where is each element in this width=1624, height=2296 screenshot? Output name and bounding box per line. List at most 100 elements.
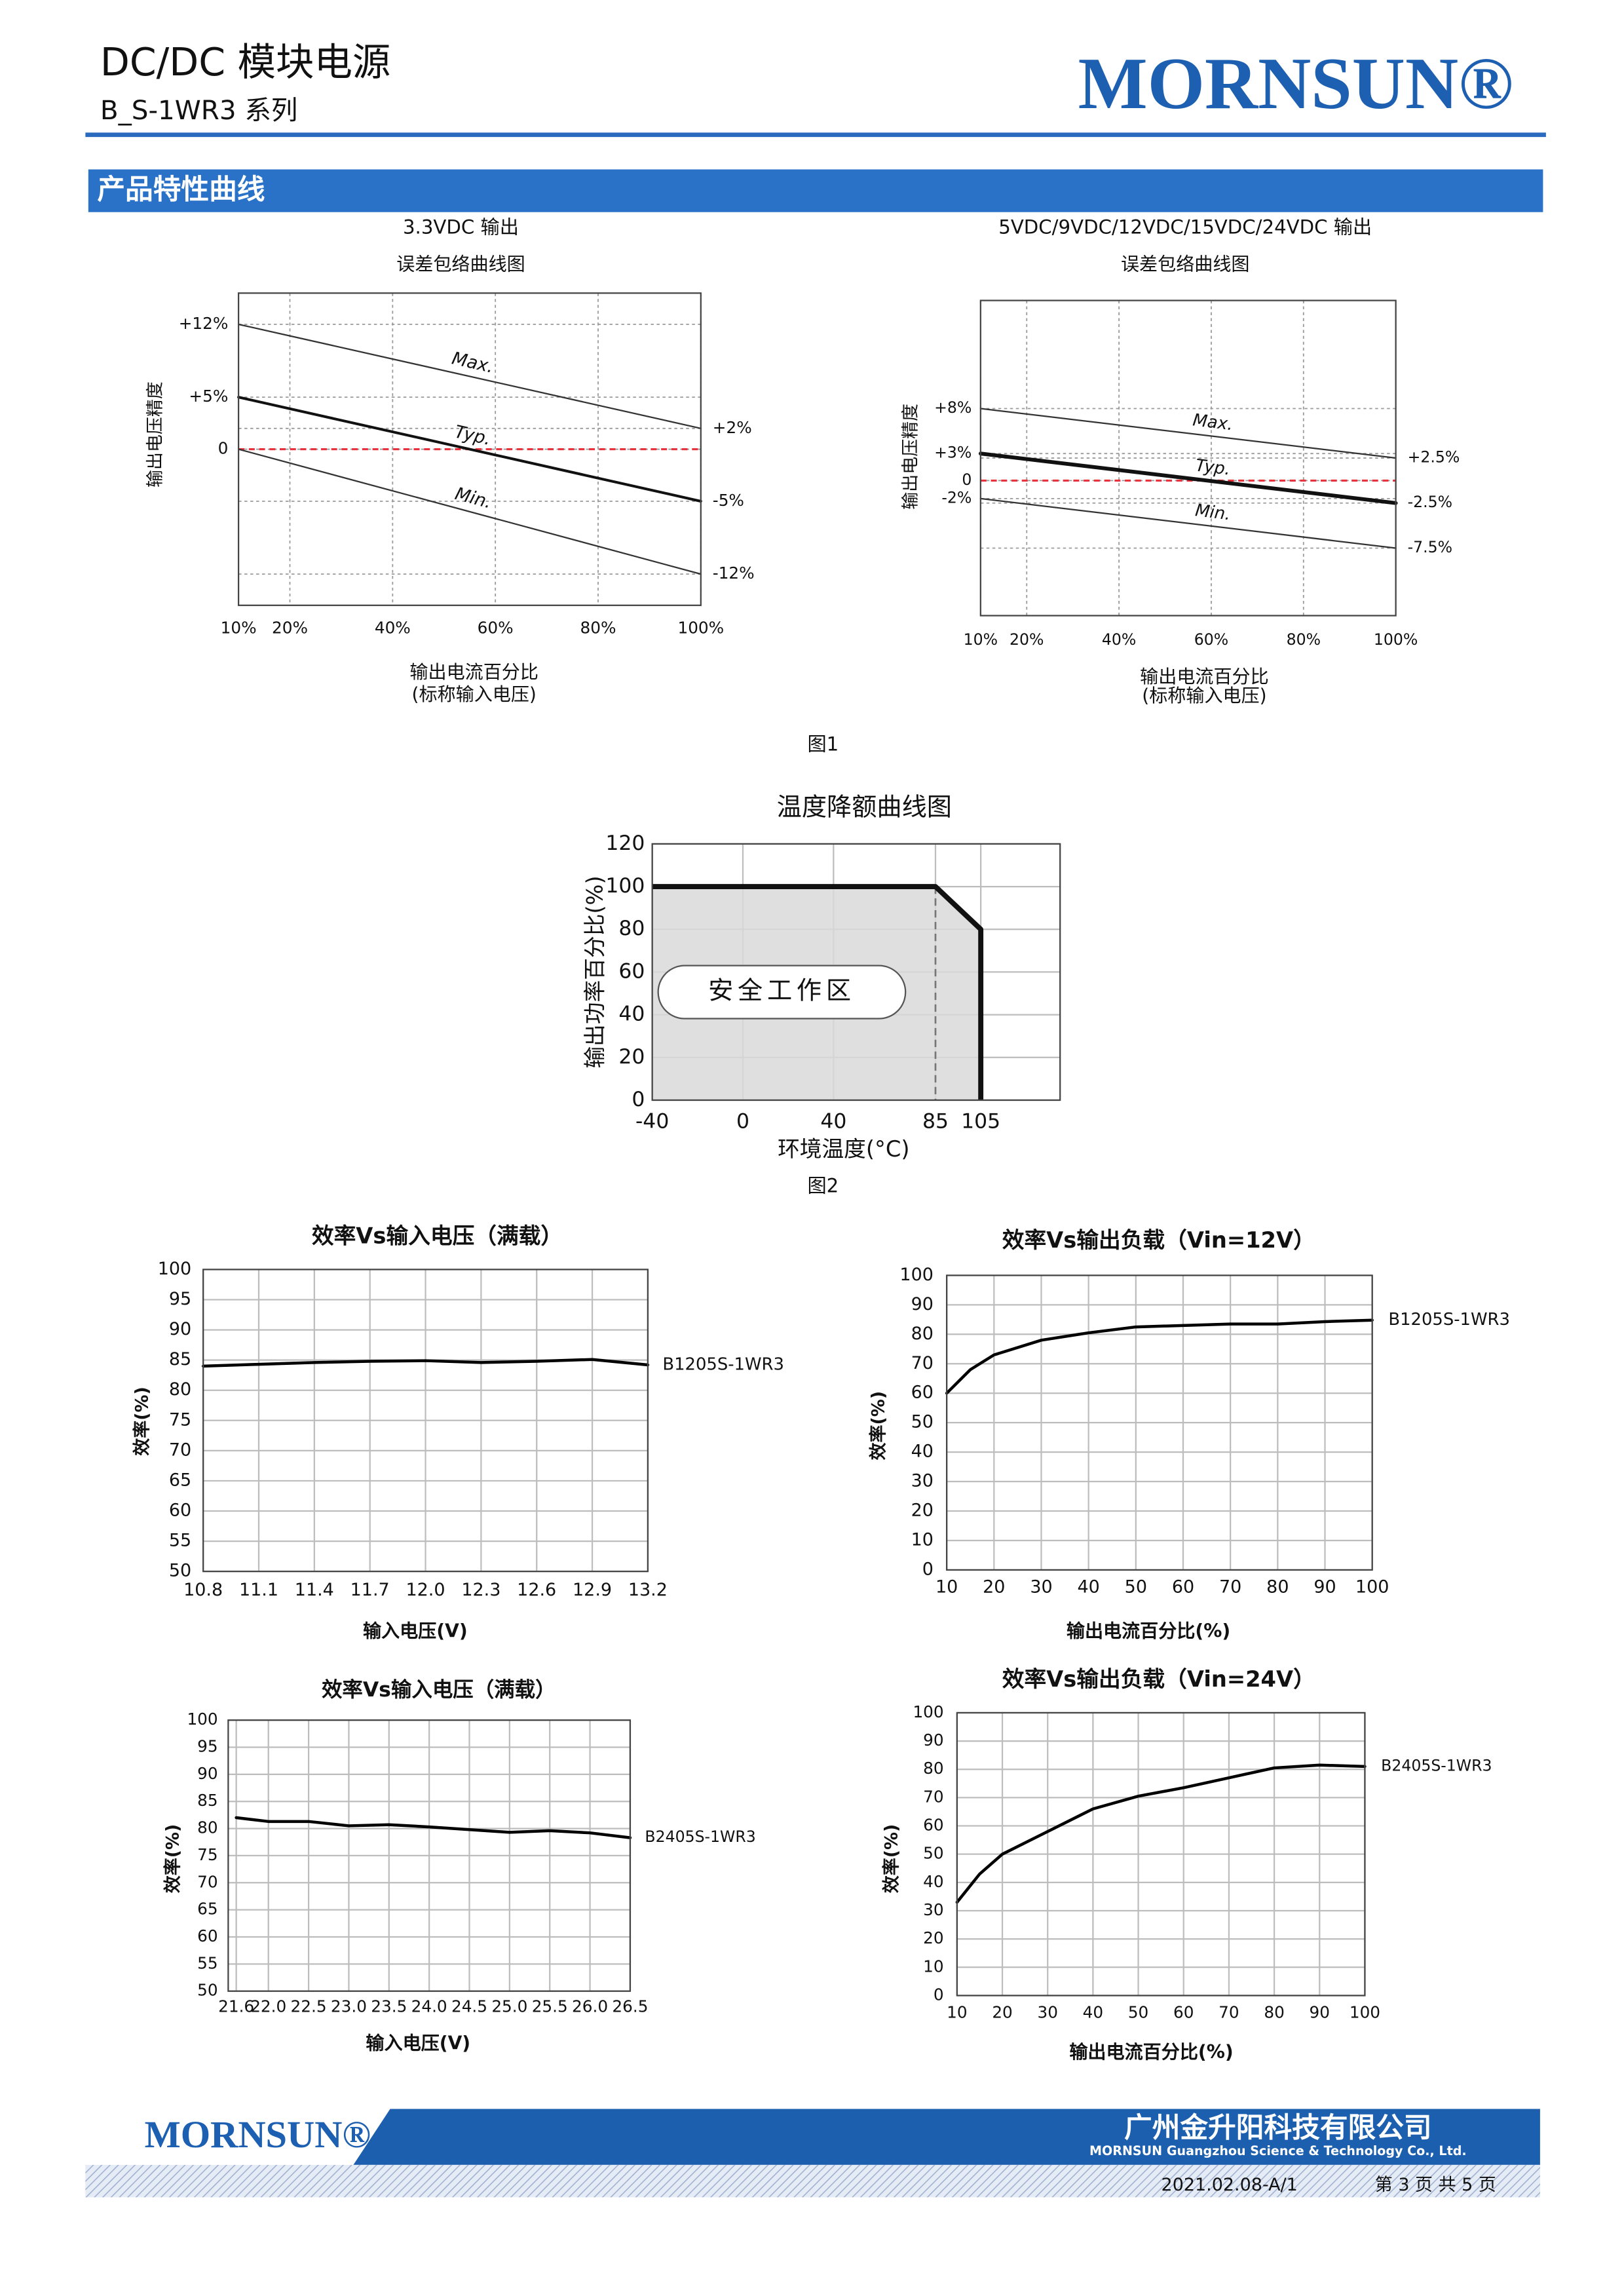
company: 广州金升阳科技有限公司 <box>1124 2111 1432 2144</box>
series-label: B2405S-1WR3 <box>645 1827 755 1846</box>
y-tick-label: 30 <box>923 1900 943 1919</box>
x-axis-label: 输出电流百分比 <box>409 661 538 683</box>
y-tick-label: 80 <box>169 1379 191 1400</box>
x-tick-label: 80% <box>1287 630 1321 649</box>
x-tick-label: 10% <box>221 619 257 638</box>
plot-frame <box>979 299 1397 617</box>
y-tick-label: 65 <box>169 1470 191 1490</box>
x-tick-label: 26.5 <box>612 1997 648 2016</box>
y-axis-label: 输出功率百分比(%) <box>582 875 608 1068</box>
plot-frame <box>651 843 1061 1101</box>
data-line <box>237 323 702 429</box>
y-tick-label: 0 <box>922 1559 934 1579</box>
data-line <box>955 1763 1367 1904</box>
plot-frame <box>227 1719 632 1992</box>
y2-tick-label: +2% <box>713 418 752 437</box>
chart-title: 3.3VDC 输出 <box>403 216 519 238</box>
line-label: Max. <box>1192 410 1234 434</box>
y-axis-label: 效率(%) <box>880 1824 901 1894</box>
x-tick-label: 60 <box>1173 2002 1194 2021</box>
y-tick-label: 70 <box>911 1353 934 1373</box>
x-tick-label: 10 <box>947 2002 967 2021</box>
y-tick-label: 100 <box>158 1259 191 1279</box>
y2-tick-label: -2.5% <box>1408 493 1452 511</box>
x-tick-label: 23.0 <box>331 1997 367 2016</box>
x-tick-label: 50 <box>1125 1577 1147 1597</box>
x-tick-label: 60% <box>1194 630 1228 649</box>
y2-tick-label: -5% <box>713 491 744 510</box>
x-tick-label: 50 <box>1128 2002 1148 2021</box>
x-tick-label: 105 <box>961 1110 1000 1134</box>
y-tick-label: 90 <box>911 1294 934 1314</box>
y-tick-label: 0 <box>218 439 229 458</box>
plot-frame <box>202 1269 649 1573</box>
y-tick-label: 60 <box>923 1816 943 1835</box>
y-tick-label: 90 <box>923 1731 943 1750</box>
x-tick-label: 12.6 <box>517 1580 556 1600</box>
x-axis-label: 输入电压(V) <box>366 2033 470 2054</box>
y-tick-label: 95 <box>169 1289 191 1309</box>
line-label: Typ. <box>1194 456 1232 480</box>
y-tick-label: 0 <box>934 1985 944 2004</box>
footer-blue <box>353 2109 1540 2165</box>
y2-tick-label: +2.5% <box>1408 448 1460 467</box>
x-tick-label: 90 <box>1310 2002 1330 2021</box>
x-tick-label: 80 <box>1264 2002 1284 2021</box>
y2-tick-label: -12% <box>713 564 755 583</box>
x-tick-label: 11.7 <box>350 1580 390 1600</box>
y-tick-label: 85 <box>197 1791 217 1810</box>
y-tick-label: 70 <box>169 1440 191 1460</box>
x-axis-note: (标称输入电压) <box>1142 685 1266 706</box>
x-tick-label: -40 <box>635 1110 669 1134</box>
section-title: 产品特性曲线 <box>97 174 265 206</box>
y-axis-label: 效率(%) <box>162 1824 183 1894</box>
x-tick-label: 23.5 <box>371 1997 407 2016</box>
line-label: Min. <box>1194 501 1232 524</box>
x-tick-label: 70 <box>1219 1577 1241 1597</box>
y-tick-label: 75 <box>169 1409 191 1430</box>
figure-caption: 图1 <box>807 733 839 755</box>
doc-series: B_S-1WR3 系列 <box>100 94 297 126</box>
x-tick-label: 21.6 <box>218 1997 254 2016</box>
y-tick-label: 90 <box>169 1319 191 1339</box>
logo: MORNSUN® <box>1078 43 1513 124</box>
chart-title: 效率Vs输入电压（满载） <box>322 1678 556 1702</box>
y2-tick-label: -7.5% <box>1408 538 1452 556</box>
y-tick-label: +5% <box>189 387 228 406</box>
y-tick-label: 0 <box>962 470 972 489</box>
x-tick-label: 20% <box>272 619 308 638</box>
x-tick-label: 10% <box>964 630 998 649</box>
y-axis-label: 输出电压精度 <box>901 404 921 510</box>
x-tick-label: 10.8 <box>183 1580 223 1600</box>
chart-title: 效率Vs输出负载（Vin=24V） <box>1002 1666 1315 1692</box>
chart-title: 效率Vs输出负载（Vin=12V） <box>1002 1227 1315 1253</box>
x-tick-label: 60% <box>478 619 514 638</box>
x-tick-label: 100 <box>1350 2002 1380 2021</box>
x-axis-label: 环境温度(°C) <box>778 1136 910 1162</box>
x-tick-label: 70 <box>1218 2002 1239 2021</box>
series-label: B1205S-1WR3 <box>662 1355 784 1375</box>
x-tick-label: 24.0 <box>411 1997 447 2016</box>
y-tick-label: 120 <box>605 832 645 855</box>
x-tick-label: 12.3 <box>461 1580 500 1600</box>
chart-subtitle: 误差包络曲线图 <box>1121 254 1250 275</box>
x-tick-label: 90 <box>1313 1577 1336 1597</box>
version: 2021.02.08-A/1 <box>1161 2175 1298 2195</box>
y-axis-label: 效率(%) <box>867 1391 888 1461</box>
x-tick-label: 30 <box>1030 1577 1052 1597</box>
y-tick-label: 50 <box>923 1844 943 1863</box>
y-tick-label: 70 <box>923 1787 943 1806</box>
chart-title: 效率Vs输入电压（满载） <box>312 1223 563 1248</box>
plot-frame <box>237 292 702 606</box>
chart-subtitle: 误差包络曲线图 <box>396 254 525 275</box>
x-tick-label: 13.2 <box>628 1580 668 1600</box>
y-tick-label: 70 <box>197 1872 217 1891</box>
x-tick-label: 20% <box>1010 630 1044 649</box>
x-tick-label: 20 <box>983 1577 1005 1597</box>
x-tick-label: 0 <box>736 1110 749 1134</box>
data-line <box>652 884 984 1100</box>
y-tick-label: 60 <box>169 1501 191 1521</box>
data-line <box>235 1816 632 1839</box>
x-tick-label: 11.1 <box>239 1580 278 1600</box>
x-tick-label: 25.5 <box>532 1997 568 2016</box>
